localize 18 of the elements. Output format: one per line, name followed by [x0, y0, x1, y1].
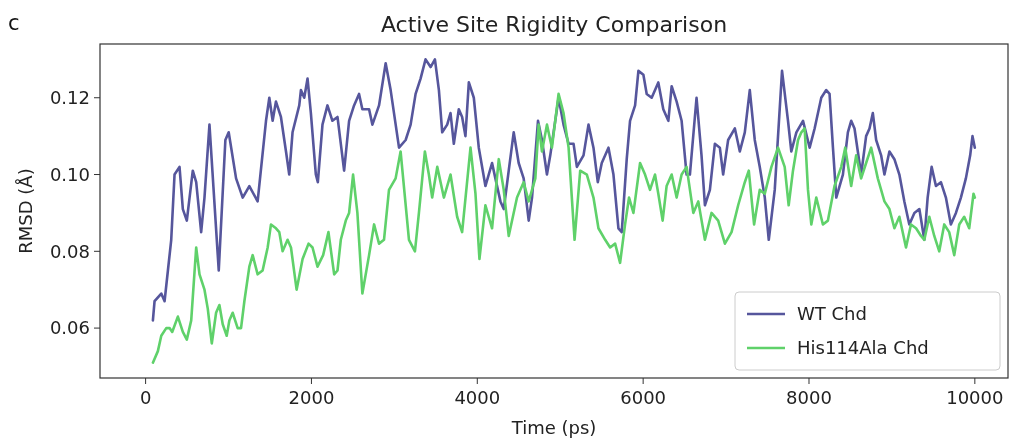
y-axis-title: RMSD (Å) — [15, 168, 36, 254]
x-tick-label: 4000 — [454, 387, 501, 408]
line-series — [151, 92, 977, 364]
legend-label: WT Chd — [797, 303, 867, 325]
text: c — [8, 11, 20, 35]
line-series — [151, 58, 977, 322]
y-tick-label: 0.10 — [49, 163, 90, 185]
x-tick-label: 6000 — [620, 387, 667, 408]
chart-title: Active Site Rigidity Comparison — [380, 12, 728, 37]
y-tick-label: 0.06 — [49, 317, 90, 339]
x-axis-title: Time (ps) — [510, 417, 597, 438]
x-tick-label: 2000 — [288, 387, 335, 408]
x-tick-label: 10000 — [946, 387, 1004, 408]
x-tick-label: 8000 — [786, 387, 832, 408]
y-tick-label: 0.12 — [49, 87, 90, 109]
y-tick-label: 0.08 — [49, 240, 90, 262]
legend-label: His114Ala Chd — [797, 337, 929, 359]
x-tick-label: 0 — [139, 387, 152, 408]
